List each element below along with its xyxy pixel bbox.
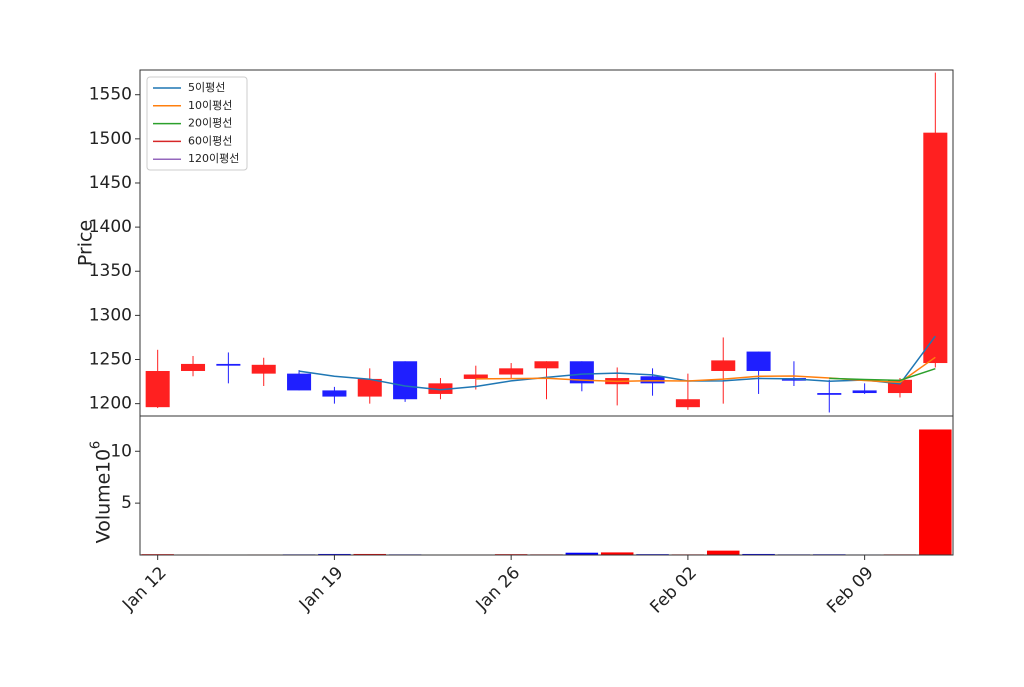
y-tick-label: 1550	[89, 85, 132, 105]
legend-label: 120이평선	[188, 152, 239, 165]
legend: 5이평선 10이평선 20이평선 60이평선 120이평선	[146, 76, 248, 171]
candle-body	[499, 368, 524, 375]
candle-body	[463, 374, 488, 379]
candle-body	[640, 376, 665, 384]
y-tick-label: 1350	[89, 261, 132, 281]
candle-body	[428, 383, 453, 394]
x-tick-label: Feb 02	[646, 563, 701, 618]
y-tick-label: 1250	[89, 350, 132, 370]
ma-line	[829, 367, 936, 382]
candle-body	[181, 363, 206, 371]
offset-base: 10	[93, 449, 115, 473]
candle-body	[393, 361, 418, 400]
candle-body	[534, 361, 559, 369]
volume-bar	[919, 429, 952, 555]
candle-body	[817, 393, 842, 395]
candle-body	[287, 373, 312, 391]
x-tick-label: Feb 09	[823, 563, 878, 618]
volume-axis-label: Volume	[93, 473, 115, 544]
y-tick-label: 1400	[89, 217, 132, 237]
y-tick-label: 1200	[89, 394, 132, 414]
volume-bar	[600, 552, 634, 555]
price-axis-label: Price	[75, 220, 97, 266]
legend-label: 10이평선	[188, 99, 232, 112]
candle-body	[322, 390, 347, 397]
x-tick-label: Jan 26	[472, 563, 525, 616]
candle-body	[357, 378, 382, 397]
candle-body	[675, 399, 700, 408]
legend-box	[146, 76, 248, 171]
axes-frame	[139, 415, 954, 556]
candle-body	[923, 132, 948, 364]
candle-body	[569, 361, 594, 384]
x-tick-label: Jan 19	[295, 563, 348, 616]
volume-offset: 10 6	[89, 441, 115, 473]
offset-exponent: 6	[89, 441, 104, 449]
y-tick-label: 1500	[89, 129, 132, 149]
legend-label: 5이평선	[188, 81, 225, 94]
y-tick-label: 1300	[89, 305, 132, 325]
x-tick-label: Jan 12	[118, 563, 171, 616]
candle-body	[216, 363, 241, 366]
candle-body	[251, 364, 276, 374]
candle-body	[852, 390, 877, 394]
volume-bar	[353, 553, 387, 555]
y-tick-label: 5	[121, 493, 132, 513]
volume-bar	[742, 553, 775, 555]
volume-bar	[565, 552, 599, 555]
candle-body	[145, 370, 170, 408]
ma-line	[475, 356, 936, 384]
volume-bar	[318, 553, 351, 555]
y-tick-label: 1450	[89, 173, 132, 193]
candle-body	[711, 360, 736, 371]
legend-label: 20이평선	[188, 117, 232, 130]
legend-label: 60이평선	[188, 134, 232, 147]
candle-body	[746, 351, 771, 371]
volume-bar	[706, 550, 740, 555]
ma-line	[298, 335, 936, 391]
y-tick-label: 10	[110, 441, 132, 461]
